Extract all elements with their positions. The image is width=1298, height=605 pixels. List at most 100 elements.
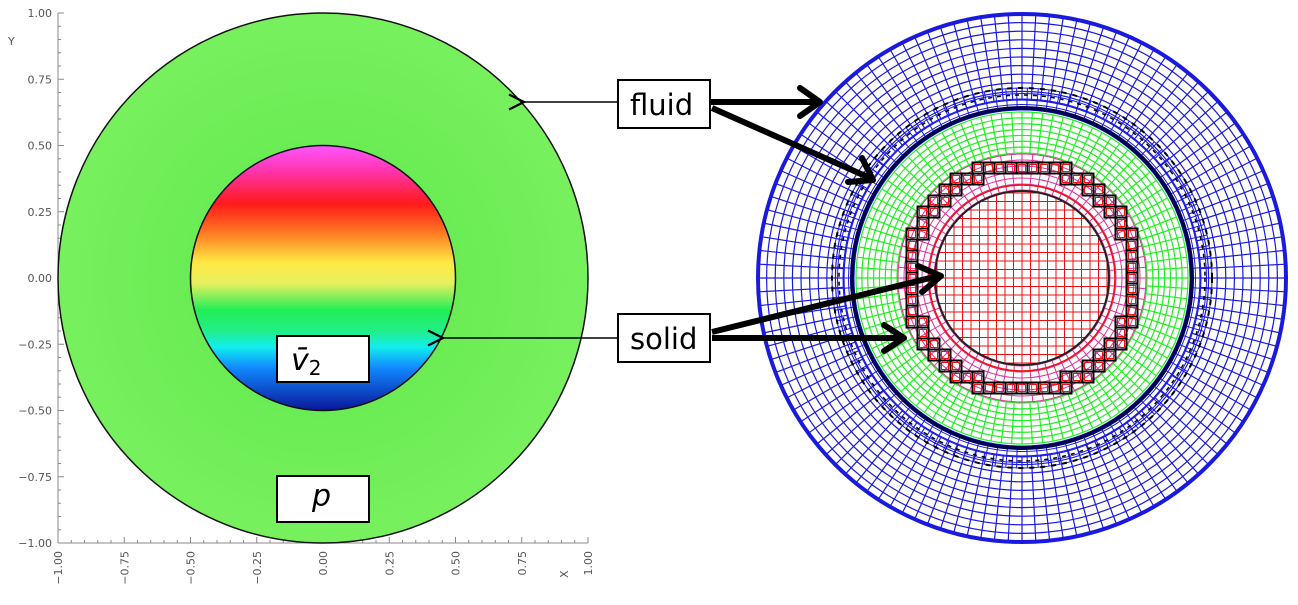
mesh-spoke: [1112, 163, 1144, 193]
mesh-spoke: [759, 296, 846, 307]
mesh-stair-inner: [1106, 197, 1114, 205]
mesh-stair-cell: [927, 205, 941, 219]
x-tick-label: −1.00: [52, 551, 65, 585]
mesh-spoke: [758, 263, 845, 270]
mesh-stair-inner: [930, 197, 938, 205]
mesh-spoke: [1029, 154, 1034, 191]
mesh-spoke: [887, 350, 922, 377]
mesh-spoke: [855, 72, 911, 141]
mesh-spoke: [786, 358, 864, 399]
mesh-spoke: [1134, 206, 1173, 226]
outer-ring-mesh: [757, 13, 1287, 543]
mesh-spoke: [1088, 383, 1112, 419]
y-tick-label: 1.00: [28, 7, 53, 20]
mesh-spoke: [1184, 170, 1264, 207]
x-tick-label: 0.75: [516, 551, 529, 576]
mesh-stair-inner: [985, 164, 993, 172]
mesh-spoke: [1146, 285, 1188, 290]
mesh-spoke: [1147, 90, 1210, 153]
mesh-spoke: [1198, 296, 1285, 307]
mesh-spoke: [825, 396, 891, 456]
mesh-spoke: [816, 389, 885, 445]
x-tick-label: 0.00: [317, 551, 330, 576]
mesh-spoke: [1159, 111, 1228, 167]
y-tick-label: 0.25: [28, 206, 53, 219]
mesh-stair-inner: [1051, 164, 1059, 172]
mesh-spoke: [1138, 216, 1177, 233]
mesh-spoke: [1067, 22, 1091, 107]
solid-domain: [189, 144, 457, 412]
mesh-stair-inner: [1018, 164, 1026, 172]
y-axis-label: Y: [7, 35, 15, 48]
mesh-spoke: [1138, 323, 1177, 340]
mesh-spoke: [907, 156, 937, 188]
x-tick-label: 0.50: [450, 551, 463, 576]
mesh-stair-inner: [974, 373, 982, 381]
annotation-arrows: fluid solid: [443, 79, 944, 363]
mesh-spoke: [923, 378, 950, 413]
mesh-spoke: [1144, 246, 1186, 256]
mesh-spoke: [1078, 345, 1103, 374]
interface-band-mesh: [831, 87, 1213, 469]
mesh-spoke: [926, 197, 955, 222]
pressure-label: p: [311, 479, 331, 514]
mesh-spoke: [1093, 36, 1130, 116]
mesh-stair-inner: [952, 373, 960, 381]
mesh-outer-boundary: [756, 12, 1288, 544]
mesh-stair-inner: [1040, 384, 1048, 392]
mesh-spoke: [1110, 49, 1155, 125]
mesh-spoke: [893, 357, 927, 385]
mesh-spoke: [970, 119, 984, 160]
mesh-spoke: [1093, 440, 1130, 520]
mesh-stair-inner: [952, 186, 960, 194]
mesh-spoke: [889, 49, 934, 125]
mesh-spoke: [1180, 358, 1258, 399]
x-tick-labels: −1.00 −0.75 −0.50 −0.25 0.00 0.25 0.50 0.75 1.00: [52, 551, 595, 585]
mesh-stair-inner: [1095, 351, 1103, 359]
solid-arrow-core: [711, 263, 944, 335]
mesh-spoke: [775, 182, 857, 215]
mesh-spoke: [1118, 56, 1167, 130]
mesh-spoke: [950, 127, 970, 166]
mesh-spoke: [1199, 263, 1286, 270]
mesh-spoke: [1131, 197, 1168, 219]
mesh-spoke: [1101, 149, 1129, 183]
mesh-spoke: [941, 182, 966, 211]
mesh-spoke: [857, 256, 899, 263]
mesh-stair-inner: [1128, 241, 1136, 249]
mesh-spoke: [1000, 113, 1007, 155]
mesh-spoke: [1088, 137, 1112, 173]
mesh-spoke: [1076, 447, 1105, 530]
mesh-spoke: [1030, 455, 1037, 542]
mesh-spoke: [775, 341, 857, 374]
mesh-spoke: [926, 334, 955, 359]
mesh-spoke: [770, 195, 853, 224]
mesh-spoke: [1052, 117, 1064, 158]
mesh-spoke: [1000, 401, 1007, 443]
mesh-spoke: [793, 366, 869, 411]
mesh-stair-inner: [974, 164, 982, 172]
mesh-spoke: [900, 363, 932, 393]
mesh-stair-inner: [930, 208, 938, 216]
mesh-spoke: [763, 314, 849, 334]
mesh-spoke: [1187, 182, 1269, 215]
mesh-spoke: [923, 143, 950, 178]
mesh-stair-inner: [908, 230, 916, 238]
mesh-spoke: [980, 453, 995, 539]
mesh-spoke: [1159, 389, 1228, 445]
mesh-spoke: [887, 179, 922, 206]
mesh-spoke: [932, 383, 956, 419]
x-minor-ticks: [57, 537, 589, 543]
velocity-label: v̄2: [291, 343, 322, 380]
mesh-spoke: [960, 123, 977, 162]
mesh-spoke: [1122, 179, 1157, 206]
mesh-spoke: [1037, 113, 1044, 155]
mesh-stair-inner: [941, 186, 949, 194]
y-tick-label: 0.75: [28, 73, 53, 86]
mesh-spoke: [1127, 344, 1163, 368]
mesh-spoke: [825, 100, 891, 160]
mesh-spoke: [915, 373, 943, 407]
mesh-stair-inner: [919, 329, 927, 337]
mesh-spoke: [1081, 132, 1103, 169]
mesh-stair-inner: [908, 285, 916, 293]
